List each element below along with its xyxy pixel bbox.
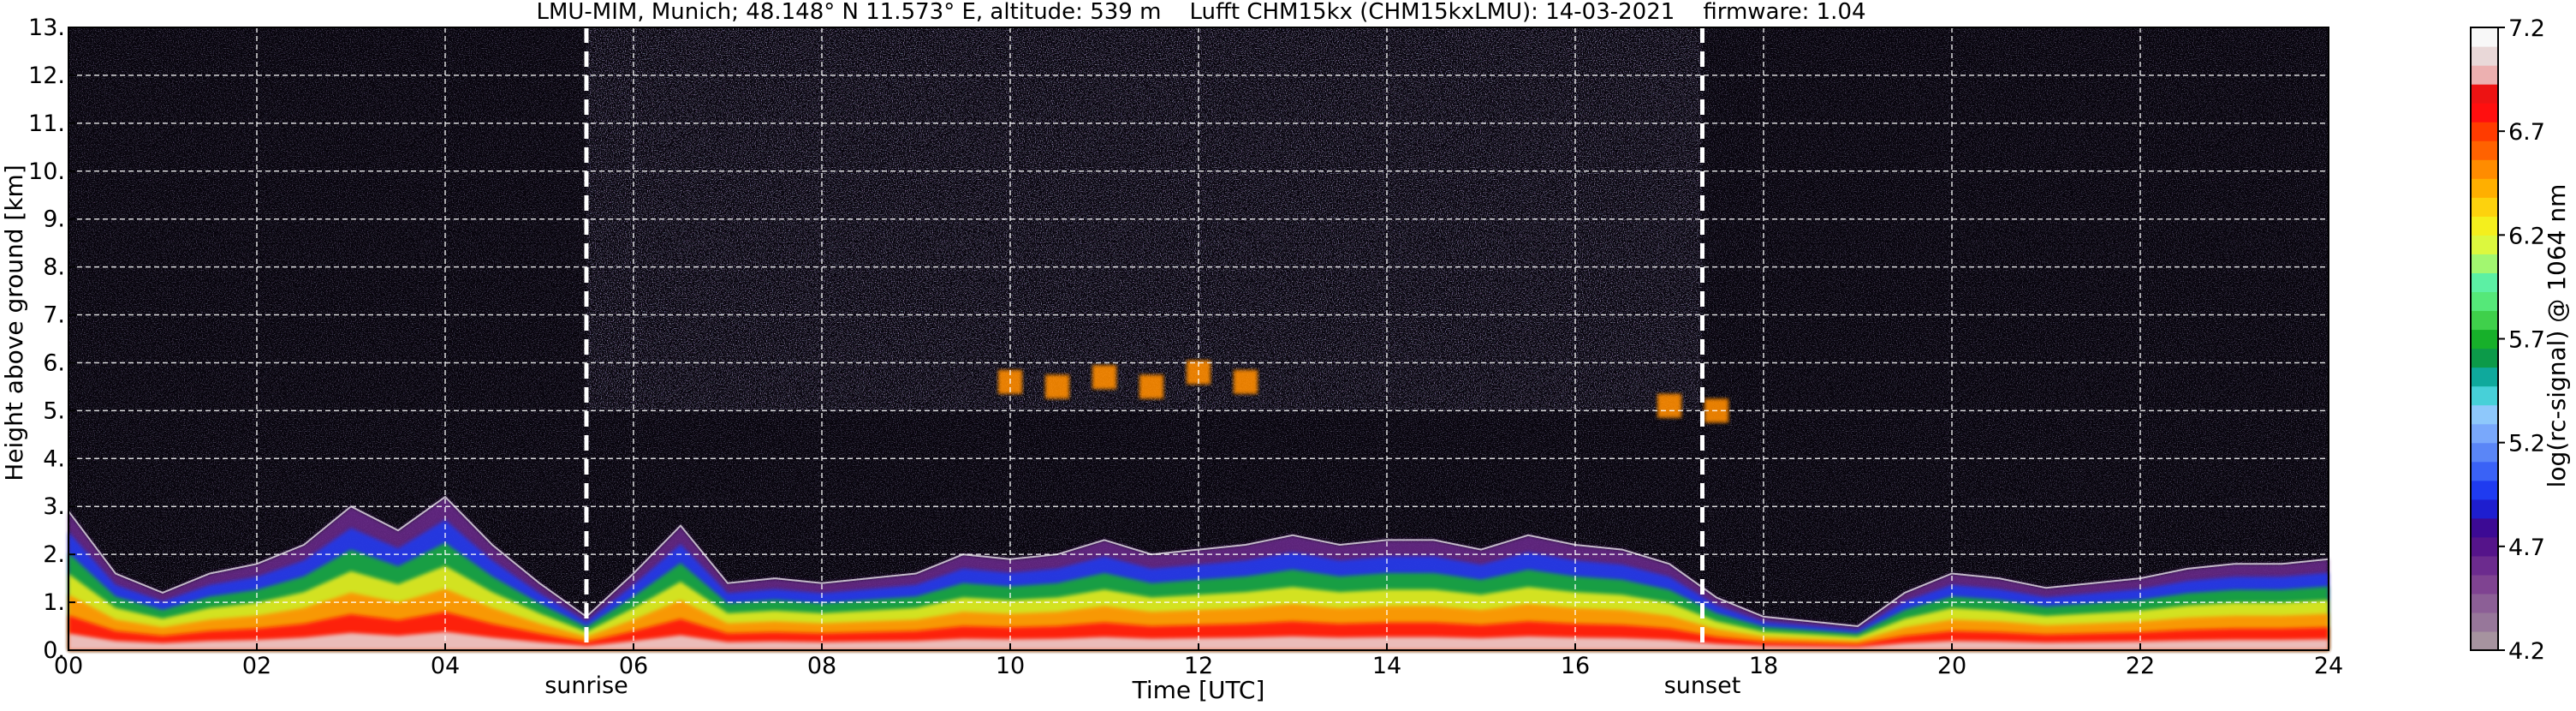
x-tick-label: 06 bbox=[619, 653, 648, 679]
x-tick-label: 00 bbox=[54, 653, 83, 679]
x-tick-label: 24 bbox=[2314, 653, 2343, 679]
colorbar-segment bbox=[2471, 329, 2498, 350]
colorbar-segment bbox=[2471, 367, 2498, 387]
colorbar-segment bbox=[2471, 235, 2498, 254]
colorbar-segment bbox=[2471, 140, 2498, 160]
colorbar: 4.2 4.7 5.2 5.7 6.2 6.7 7.2 bbox=[2470, 15, 2545, 665]
y-tick-label: 8. bbox=[43, 254, 65, 281]
colorbar-segment bbox=[2471, 291, 2498, 312]
colorbar-tick-label: 6.7 bbox=[2508, 119, 2545, 146]
colorbar-segment bbox=[2471, 517, 2498, 538]
colorbar-segment bbox=[2471, 499, 2498, 519]
colorbar-segment bbox=[2471, 84, 2498, 104]
x-tick-label: 14 bbox=[1372, 653, 1401, 679]
y-tick-label: 6. bbox=[43, 350, 65, 376]
x-tick-label: 08 bbox=[807, 653, 836, 679]
x-tick-label: 18 bbox=[1749, 653, 1778, 679]
colorbar-segment bbox=[2471, 593, 2498, 613]
colorbar-tick-label: 6.2 bbox=[2508, 223, 2545, 249]
colorbar-segment bbox=[2471, 404, 2498, 425]
colorbar-segment bbox=[2471, 272, 2498, 293]
colorbar-segment bbox=[2471, 310, 2498, 331]
colorbar-segment bbox=[2471, 46, 2498, 66]
y-tick-label: 12. bbox=[28, 63, 65, 89]
colorbar-segment bbox=[2471, 159, 2498, 179]
colorbar-segment bbox=[2471, 630, 2498, 651]
colorbar-tick-label: 4.2 bbox=[2508, 638, 2545, 665]
colorbar-segment bbox=[2471, 65, 2498, 85]
y-tick-label: 5. bbox=[43, 397, 65, 424]
y-tick-label: 9. bbox=[43, 206, 65, 233]
colorbar-segment bbox=[2471, 103, 2498, 122]
x-tick-label: 16 bbox=[1561, 653, 1590, 679]
colorbar-segment bbox=[2471, 197, 2498, 217]
event-marker-label: sunset bbox=[1664, 672, 1741, 699]
colorbar-tick-label: 4.7 bbox=[2508, 535, 2545, 561]
y-tick-label: 11. bbox=[28, 111, 65, 137]
y-tick-label: 7. bbox=[43, 302, 65, 329]
x-tick-label: 04 bbox=[431, 653, 460, 679]
colorbar-segment bbox=[2471, 178, 2498, 198]
cloud-patch bbox=[1139, 374, 1163, 399]
colorbar-segment bbox=[2471, 480, 2498, 500]
grid bbox=[68, 27, 2329, 650]
colorbar-segment bbox=[2471, 423, 2498, 444]
y-tick-label: 3. bbox=[43, 493, 65, 520]
colorbar-segment bbox=[2471, 254, 2498, 273]
cloud-patch bbox=[1657, 393, 1681, 418]
x-tick-label: 22 bbox=[2126, 653, 2155, 679]
colorbar-segment bbox=[2471, 574, 2498, 594]
colorbar-segment bbox=[2471, 122, 2498, 141]
chart-title: LMU-MIM, Munich; 48.148° N 11.573° E, al… bbox=[536, 0, 1865, 25]
y-tick-label: 0. bbox=[43, 637, 65, 664]
mixing-layer-top-line bbox=[68, 495, 2329, 628]
event-marker-label: sunrise bbox=[544, 672, 628, 699]
y-tick-label: 10. bbox=[28, 158, 65, 185]
cloud-patch bbox=[1045, 374, 1069, 399]
colorbar-tick-label: 7.2 bbox=[2508, 15, 2545, 42]
colorbar-segment bbox=[2471, 536, 2498, 557]
y-tick-label: 2. bbox=[43, 541, 65, 568]
cloud-patch bbox=[1092, 365, 1116, 390]
y-tick-label: 4. bbox=[43, 445, 65, 472]
y-tick-label: 13. bbox=[28, 15, 65, 41]
colorbar-segment bbox=[2471, 27, 2498, 47]
x-tick-label: 10 bbox=[996, 653, 1025, 679]
x-tick-label: 12 bbox=[1184, 653, 1213, 679]
colorbar-segment bbox=[2471, 612, 2498, 632]
colorbar-segment bbox=[2471, 555, 2498, 576]
colorbar-segment bbox=[2471, 216, 2498, 236]
y-axis-label: Height above ground [km] bbox=[0, 164, 28, 481]
axes: sunrise sunset 00 02 04 06 08 10 12 14 16 18 20 22 24 0… bbox=[28, 15, 2343, 699]
colorbar-segment bbox=[2471, 442, 2498, 463]
colorbar-segment bbox=[2471, 461, 2498, 481]
cloud-patch bbox=[1234, 369, 1258, 394]
colorbar-tick-label: 5.2 bbox=[2508, 431, 2545, 457]
x-tick-label: 02 bbox=[242, 653, 271, 679]
x-tick-label: 20 bbox=[1937, 653, 1966, 679]
colorbar-tick-label: 5.7 bbox=[2508, 327, 2545, 354]
colorbar-label: log(rc-signal) @ 1064 nm bbox=[2543, 184, 2571, 488]
colorbar-segment bbox=[2471, 385, 2498, 406]
colorbar-segment bbox=[2471, 348, 2498, 368]
y-tick-label: 1. bbox=[43, 589, 65, 616]
x-axis-label: Time [UTC] bbox=[1132, 676, 1265, 704]
